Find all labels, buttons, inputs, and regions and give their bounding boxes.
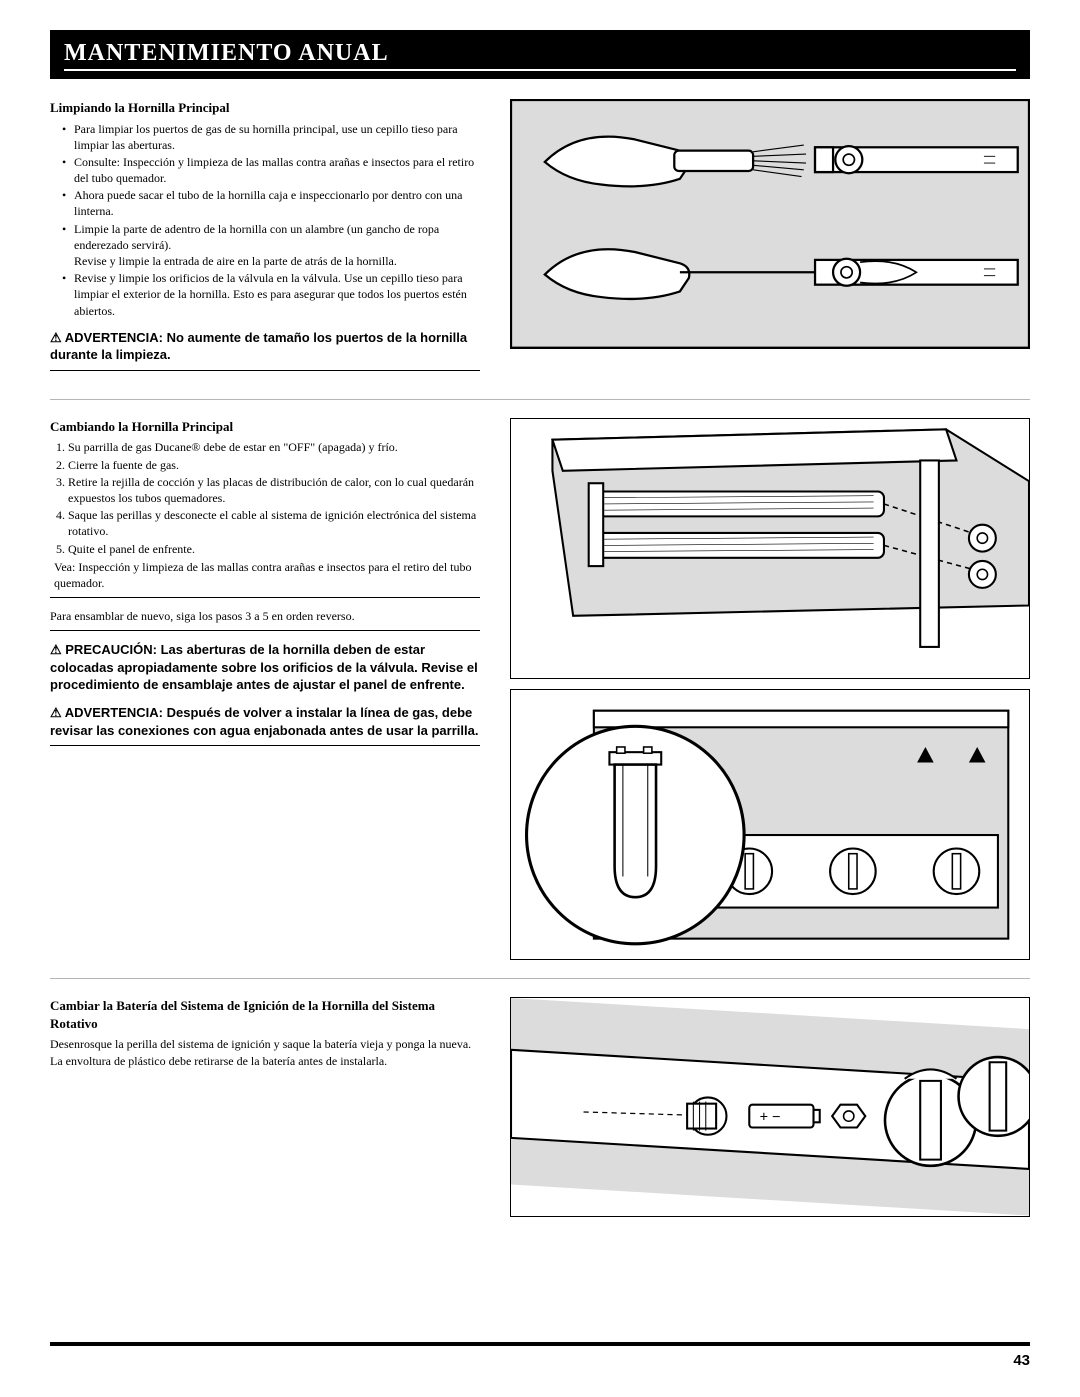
sec2-caution: ⚠ PRECAUCIÓN: Las aberturas de la hornil… (50, 641, 480, 694)
sec1-heading: Limpiando la Hornilla Principal (50, 99, 480, 117)
sec2-note2: Para ensamblar de nuevo, siga los pasos … (50, 608, 480, 624)
section-rule (50, 370, 480, 371)
page-title: MANTENIMIENTO ANUAL (64, 40, 1016, 71)
section-cleaning: Limpiando la Hornilla Principal Para lim… (50, 99, 1030, 381)
burner-assembly-illustration (510, 418, 1030, 679)
section-divider (50, 978, 1030, 979)
section-cleaning-text: Limpiando la Hornilla Principal Para lim… (50, 99, 480, 381)
sec1-illustration (510, 99, 1030, 381)
list-item: Su parrilla de gas Ducane® debe de estar… (68, 439, 480, 455)
sec2-steps: Su parrilla de gas Ducane® debe de estar… (50, 439, 480, 556)
sec1-warning: ⚠ ADVERTENCIA: No aumente de tamaño los … (50, 329, 480, 364)
section-changing: Cambiando la Hornilla Principal Su parri… (50, 418, 1030, 960)
section-rule (50, 597, 480, 598)
page-footer: 43 (50, 1342, 1030, 1369)
section-divider (50, 399, 1030, 400)
list-item: Revise y limpie los orificios de la válv… (62, 270, 480, 319)
sec3-body: Desenrosque la perilla del sistema de ig… (50, 1036, 480, 1068)
front-panel-illustration (510, 689, 1030, 960)
page-header: MANTENIMIENTO ANUAL (50, 30, 1030, 79)
section-battery-text: Cambiar la Batería del Sistema de Ignici… (50, 997, 480, 1217)
list-item: Limpie la parte de adentro de la hornill… (62, 221, 480, 270)
sec1-bullets: Para limpiar los puertos de gas de su ho… (50, 121, 480, 319)
svg-text:+ −: + − (760, 1110, 781, 1126)
sec2-heading: Cambiando la Hornilla Principal (50, 418, 480, 436)
sec2-warning: ⚠ ADVERTENCIA: Después de volver a insta… (50, 704, 480, 739)
section-rule (50, 630, 480, 631)
page-number: 43 (50, 1342, 1030, 1369)
brush-cleaning-illustration (510, 99, 1030, 349)
list-item: Ahora puede sacar el tubo de la hornilla… (62, 187, 480, 219)
list-item: Quite el panel de enfrente. (68, 541, 480, 557)
list-item: Para limpiar los puertos de gas de su ho… (62, 121, 480, 153)
list-item: Consulte: Inspección y limpieza de las m… (62, 154, 480, 186)
section-changing-text: Cambiando la Hornilla Principal Su parri… (50, 418, 480, 960)
section-rule (50, 745, 480, 746)
sec2-illustrations (510, 418, 1030, 960)
list-item: Saque las perillas y desconecte el cable… (68, 507, 480, 539)
sec2-note1: Vea: Inspección y limpieza de las mallas… (50, 559, 480, 591)
list-item: Retire la rejilla de cocción y las placa… (68, 474, 480, 506)
section-battery: Cambiar la Batería del Sistema de Ignici… (50, 997, 1030, 1217)
sec3-heading: Cambiar la Batería del Sistema de Ignici… (50, 997, 480, 1032)
list-item: Cierre la fuente de gas. (68, 457, 480, 473)
battery-replace-illustration: + − (510, 997, 1030, 1217)
sec3-illustration: + − (510, 997, 1030, 1217)
